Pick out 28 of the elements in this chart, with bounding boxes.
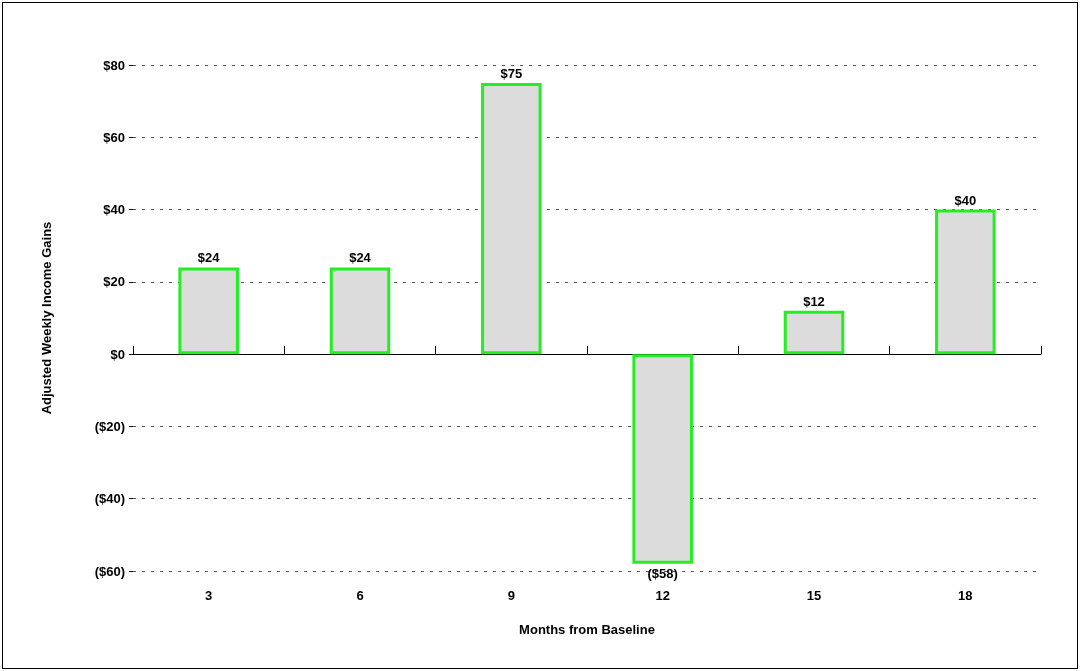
y-tick-label: ($40) bbox=[94, 491, 125, 507]
data-label: $40 bbox=[954, 192, 977, 208]
x-axis-title: Months from Baseline bbox=[519, 622, 655, 637]
y-axis-title: Adjusted Weekly Income Gains bbox=[39, 221, 54, 415]
bar bbox=[329, 267, 391, 355]
x-tick-label: 3 bbox=[205, 588, 213, 603]
y-tick-label: $20 bbox=[103, 274, 125, 290]
data-label: $24 bbox=[197, 250, 221, 266]
data-label: $75 bbox=[500, 66, 523, 82]
y-tick-label: $60 bbox=[103, 129, 125, 145]
y-tick-label: ($60) bbox=[94, 563, 125, 579]
x-tick-label: 15 bbox=[806, 588, 822, 603]
data-label: $24 bbox=[349, 250, 372, 266]
data-label: ($58) bbox=[647, 565, 678, 581]
bar bbox=[178, 267, 239, 355]
data-label: $12 bbox=[803, 293, 825, 309]
x-tick-label: 18 bbox=[958, 588, 973, 603]
bar bbox=[481, 83, 542, 355]
y-tick-label: $80 bbox=[103, 57, 125, 73]
x-tick-label: 9 bbox=[507, 588, 515, 603]
y-tick-label: ($20) bbox=[94, 418, 125, 434]
bar bbox=[935, 209, 996, 355]
bar bbox=[783, 310, 845, 355]
y-tick-label: $0 bbox=[110, 346, 125, 362]
x-tick-label: 6 bbox=[356, 588, 364, 603]
bar bbox=[632, 354, 693, 564]
x-tick-label: 12 bbox=[655, 588, 670, 603]
y-tick-label: $40 bbox=[103, 202, 125, 218]
